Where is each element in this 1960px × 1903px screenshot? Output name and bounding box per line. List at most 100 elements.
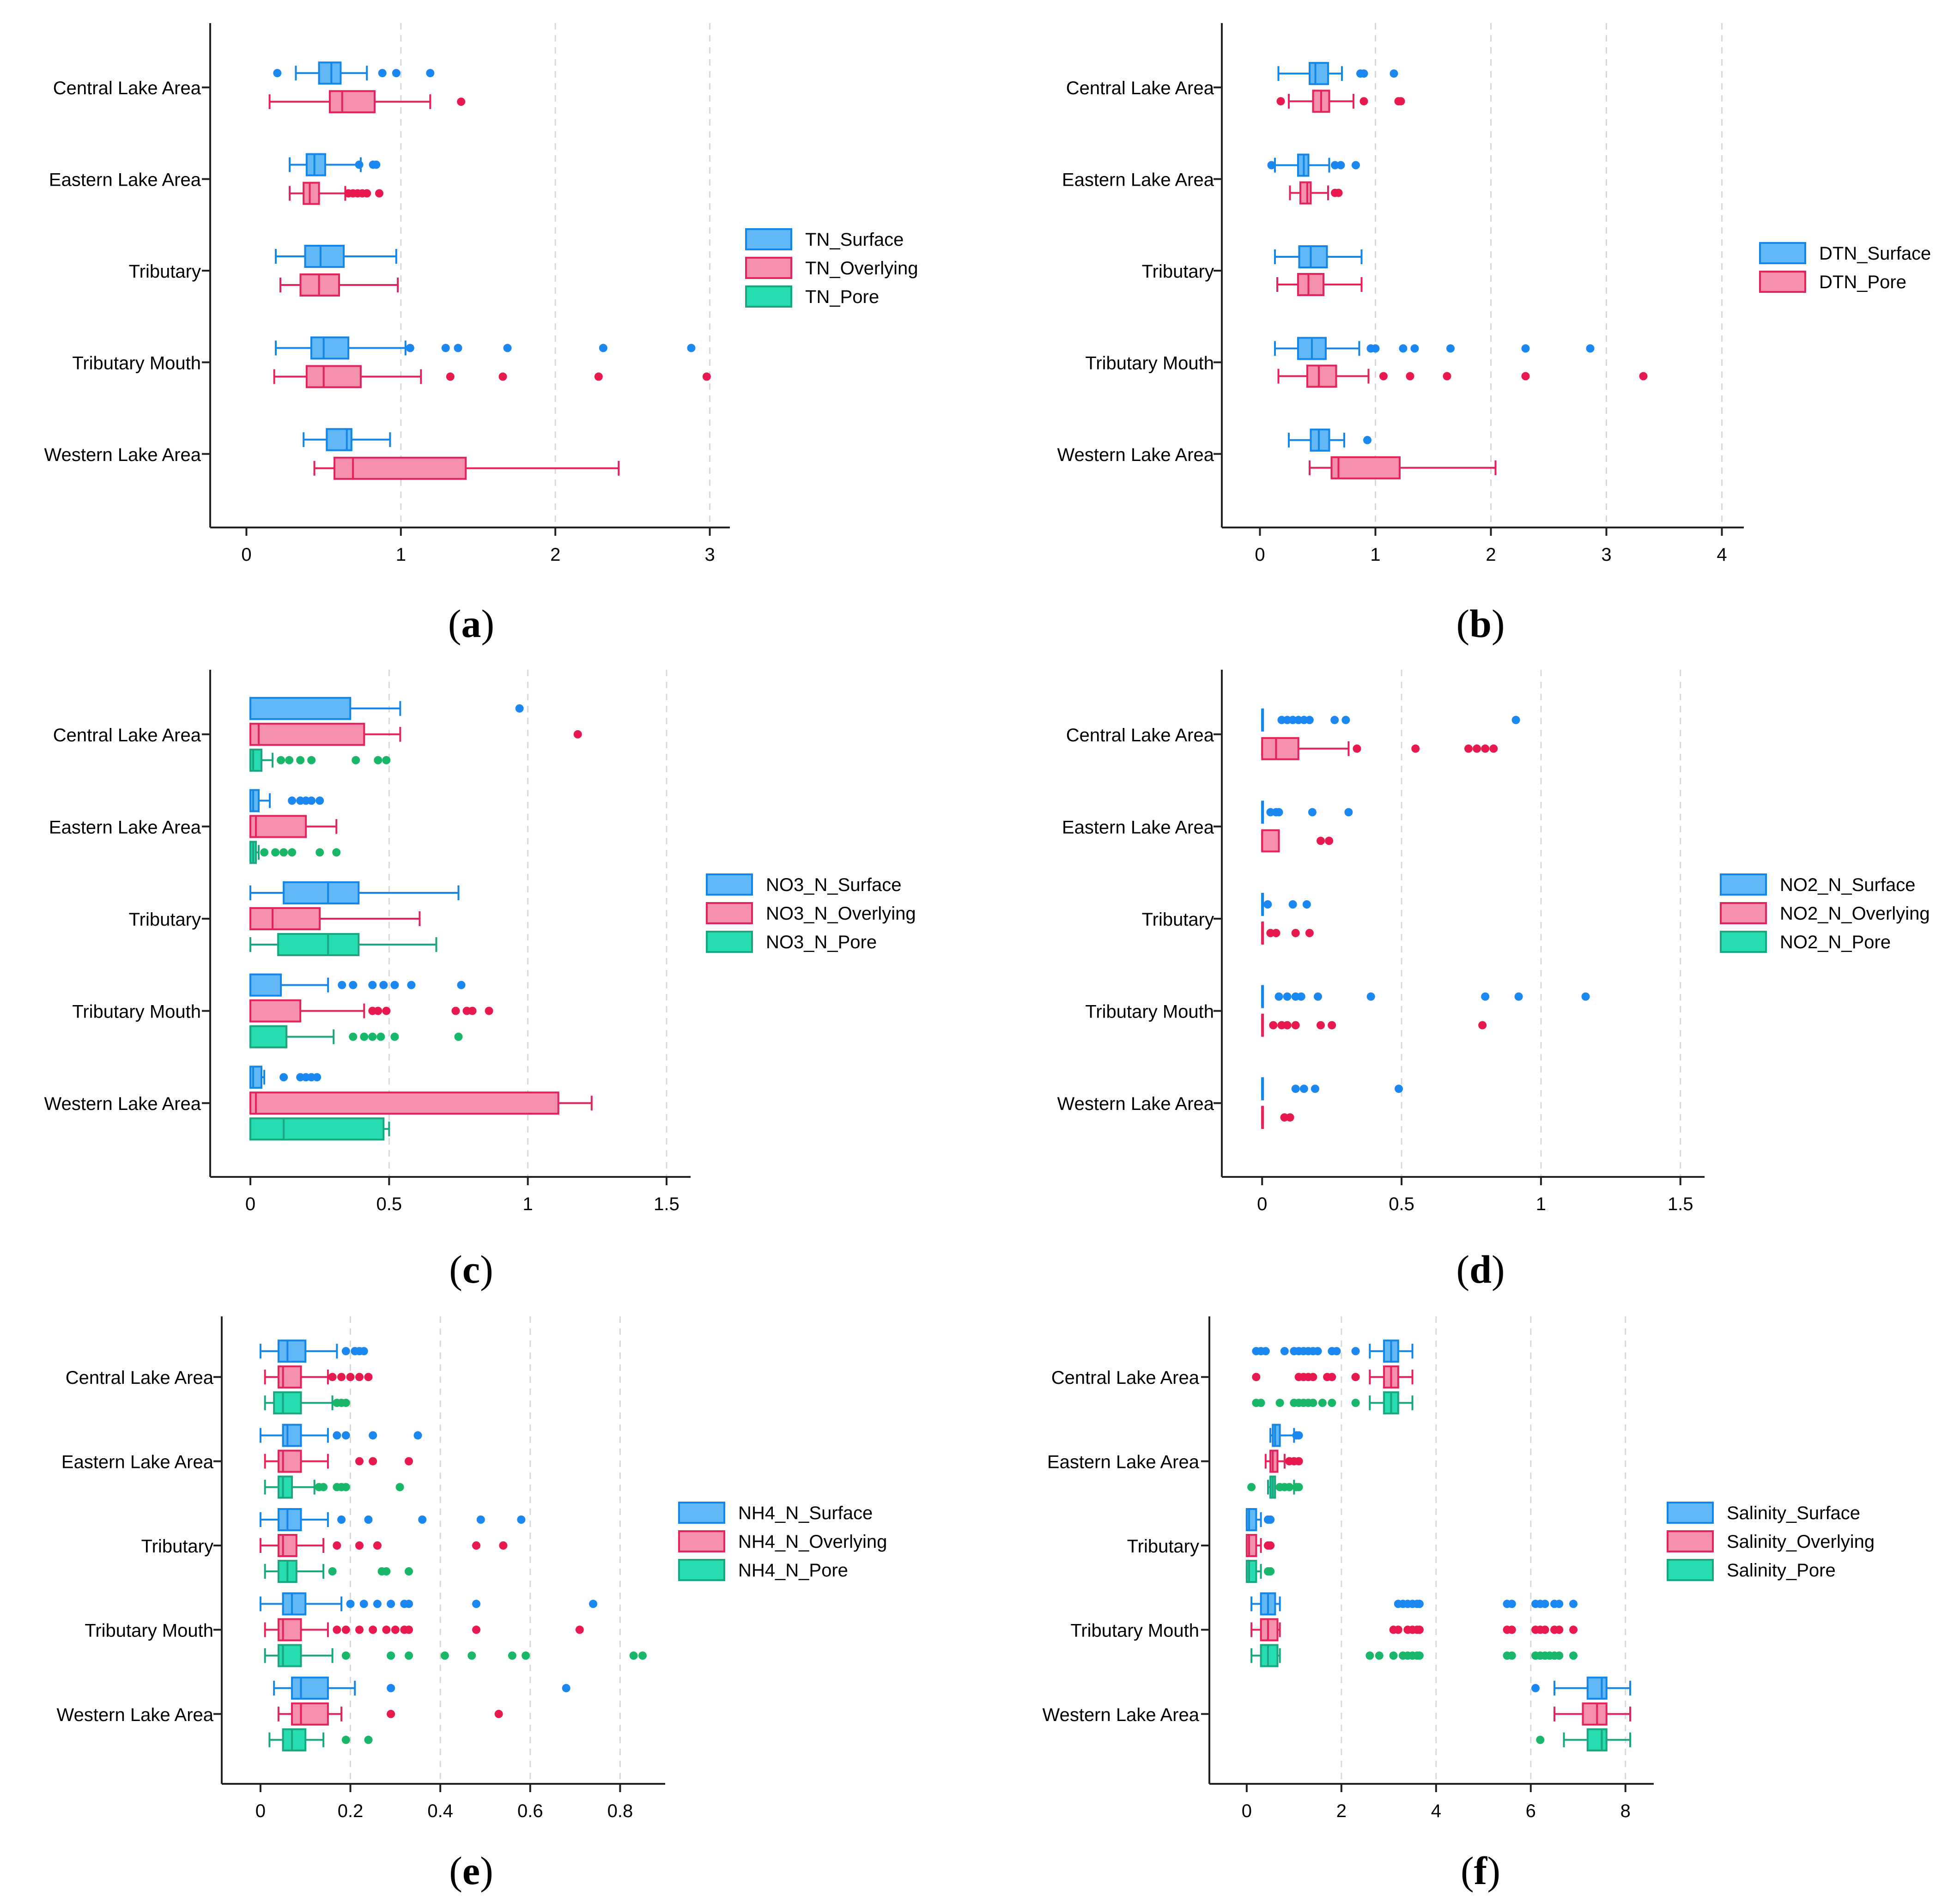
box-NO2_N_Surface-4 bbox=[1261, 1077, 1403, 1101]
legend-swatch bbox=[1720, 902, 1767, 924]
box-iqr bbox=[1298, 245, 1328, 268]
outlier-point bbox=[333, 1625, 341, 1634]
box-iqr bbox=[282, 1424, 302, 1447]
outlier-point bbox=[355, 1373, 364, 1382]
y-tick-label: Central Lake Area bbox=[53, 78, 201, 98]
legend-label: NH4_N_Surface bbox=[738, 1503, 873, 1523]
x-tick-label: 0.2 bbox=[338, 1801, 364, 1821]
outlier-point bbox=[279, 1073, 288, 1082]
outlier-point bbox=[369, 1625, 377, 1634]
box-NO3_N_Overlying-4 bbox=[249, 1091, 593, 1115]
outlier-point bbox=[441, 344, 450, 352]
outlier-point bbox=[346, 1600, 355, 1608]
outlier-point bbox=[1308, 808, 1317, 817]
x-tick-label: 1.5 bbox=[654, 1194, 680, 1214]
outlier-point bbox=[1555, 1625, 1564, 1634]
outlier-point bbox=[1332, 1347, 1341, 1356]
outlier-point bbox=[1336, 161, 1345, 170]
outlier-point bbox=[1541, 1600, 1549, 1608]
outlier-point bbox=[418, 1515, 427, 1524]
box-NO3_N_Surface-0 bbox=[249, 697, 524, 720]
outlier-point bbox=[1328, 1373, 1336, 1382]
outlier-point bbox=[1464, 744, 1473, 753]
x-tick-label: 0 bbox=[1257, 1194, 1267, 1214]
outlier-point bbox=[1415, 1600, 1424, 1608]
box-NH4_N_Overlying-4 bbox=[277, 1702, 503, 1726]
box-iqr bbox=[249, 789, 260, 812]
outlier-point bbox=[1341, 715, 1350, 724]
y-tick-label: Central Lake Area bbox=[53, 725, 201, 745]
outlier-point bbox=[387, 1709, 395, 1718]
box-NO3_N_Pore-3 bbox=[249, 1025, 463, 1048]
legend-swatch bbox=[1759, 271, 1806, 293]
outlier-point bbox=[1267, 161, 1276, 170]
box-TN_Surface-0 bbox=[273, 61, 435, 85]
legend-label: NH4_N_Overlying bbox=[738, 1532, 887, 1552]
outlier-point bbox=[1311, 1085, 1319, 1093]
outlier-point bbox=[407, 981, 416, 989]
outlier-point bbox=[446, 372, 455, 381]
box-NH4_N_Pore-1 bbox=[264, 1475, 404, 1499]
legend-swatch bbox=[1667, 1530, 1714, 1552]
box-NH4_N_Surface-1 bbox=[259, 1424, 422, 1447]
legend-swatch bbox=[706, 931, 753, 953]
box-iqr bbox=[249, 1117, 385, 1141]
box-iqr bbox=[305, 153, 326, 176]
legend-label: NO2_N_Pore bbox=[1780, 932, 1891, 952]
outlier-point bbox=[271, 848, 280, 857]
box-NO2_N_Surface-2 bbox=[1261, 893, 1311, 916]
y-tick-label: Western Lake Area bbox=[44, 445, 201, 465]
box-NO3_N_Overlying-3 bbox=[249, 999, 493, 1023]
legend-label: NO3_N_Pore bbox=[766, 932, 877, 952]
outlier-point bbox=[599, 344, 607, 352]
box-Salinity_Pore-0 bbox=[1252, 1391, 1414, 1415]
box-NO3_N_Overlying-0 bbox=[249, 722, 582, 746]
y-tick-label: Eastern Lake Area bbox=[1047, 1452, 1200, 1473]
box-iqr bbox=[1272, 1424, 1281, 1447]
outlier-point bbox=[562, 1684, 570, 1692]
outlier-point bbox=[1443, 372, 1451, 381]
outlier-point bbox=[1266, 1515, 1275, 1524]
box-Salinity_Overlying-4 bbox=[1553, 1702, 1632, 1726]
box-NO2_N_Surface-0 bbox=[1261, 708, 1520, 732]
outlier-point bbox=[1366, 992, 1375, 1001]
outlier-point bbox=[1283, 992, 1292, 1001]
box-NH4_N_Surface-4 bbox=[273, 1676, 570, 1700]
outlier-point bbox=[702, 372, 711, 381]
legend-label: DTN_Surface bbox=[1819, 243, 1931, 264]
box-DTN_Surface-4 bbox=[1288, 428, 1371, 452]
outlier-point bbox=[485, 1006, 493, 1015]
panel-label-c: (c) bbox=[449, 1247, 493, 1291]
outlier-point bbox=[1555, 1600, 1564, 1608]
y-tick-label: Western Lake Area bbox=[44, 1094, 201, 1114]
legend-label: TN_Pore bbox=[805, 287, 879, 307]
legend-label: Salinity_Surface bbox=[1727, 1503, 1860, 1523]
outlier-point bbox=[472, 1600, 481, 1608]
outlier-point bbox=[1330, 715, 1339, 724]
box-iqr bbox=[249, 1025, 288, 1048]
outlier-point bbox=[341, 1735, 350, 1744]
outlier-point bbox=[378, 69, 387, 78]
outlier-point bbox=[341, 1483, 350, 1491]
outlier-point bbox=[373, 1600, 382, 1608]
panel-label-e: (e) bbox=[449, 1848, 493, 1893]
outlier-point bbox=[413, 1431, 422, 1440]
box-iqr bbox=[1586, 1676, 1608, 1700]
x-tick-label: 0.5 bbox=[376, 1194, 402, 1214]
y-tick-label: Tributary Mouth bbox=[72, 1002, 201, 1022]
outlier-point bbox=[451, 1006, 460, 1015]
outlier-point bbox=[337, 1515, 346, 1524]
box-iqr bbox=[303, 182, 320, 205]
box-iqr bbox=[1260, 1644, 1279, 1667]
y-tick-label: Tributary bbox=[1127, 1536, 1199, 1557]
outlier-point bbox=[316, 796, 324, 805]
box-TN_Overlying-3 bbox=[273, 365, 711, 388]
outlier-point bbox=[1276, 97, 1285, 106]
outlier-point bbox=[368, 1032, 377, 1041]
box-iqr bbox=[1582, 1702, 1608, 1726]
outlier-point bbox=[1415, 1651, 1424, 1660]
box-DTN_Pore-3 bbox=[1277, 364, 1648, 388]
panel-label-a: (a) bbox=[448, 601, 495, 646]
box-iqr bbox=[291, 1676, 329, 1700]
box-DTN_Surface-3 bbox=[1274, 337, 1595, 360]
